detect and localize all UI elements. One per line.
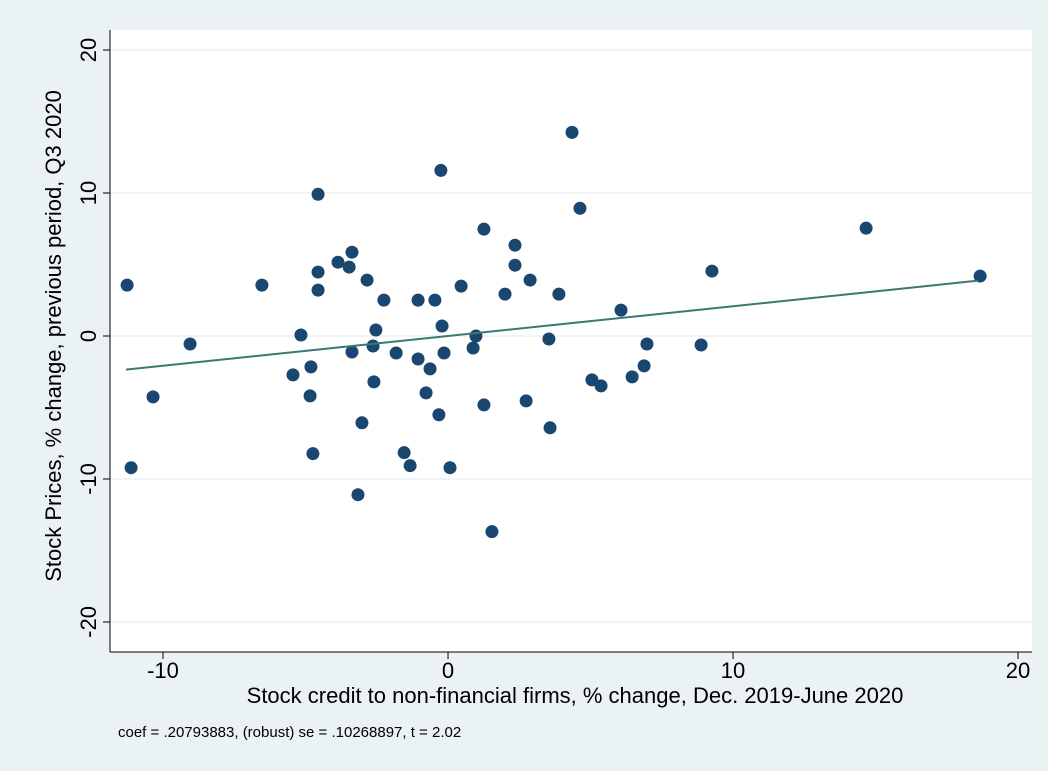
- point: [640, 337, 654, 351]
- point: [543, 421, 557, 435]
- x-tick-label: 20: [1006, 658, 1030, 683]
- point: [351, 488, 365, 502]
- point: [294, 328, 308, 342]
- y-tick-label: 20: [76, 38, 101, 62]
- point: [411, 352, 425, 366]
- point: [311, 283, 325, 297]
- point: [573, 201, 587, 215]
- point: [477, 222, 491, 236]
- point: [183, 337, 197, 351]
- point: [146, 390, 160, 404]
- point: [124, 461, 138, 475]
- y-axis-title: Stock Prices, % change, previous period,…: [41, 90, 66, 582]
- point: [523, 273, 537, 287]
- point: [428, 293, 442, 307]
- point: [423, 362, 437, 376]
- point: [443, 461, 457, 475]
- point: [542, 332, 556, 346]
- x-axis-title: Stock credit to non-financial firms, % c…: [247, 683, 904, 708]
- point: [477, 398, 491, 412]
- point: [454, 279, 468, 293]
- point: [498, 287, 512, 301]
- point: [304, 360, 318, 374]
- point: [432, 408, 446, 422]
- point: [469, 329, 483, 343]
- point: [331, 255, 345, 269]
- point: [403, 459, 417, 473]
- point: [397, 446, 411, 460]
- point: [355, 416, 369, 430]
- x-tick-label: 10: [721, 658, 745, 683]
- y-tick-label: -10: [76, 463, 101, 495]
- point: [973, 269, 987, 283]
- point: [435, 319, 449, 333]
- point: [552, 287, 566, 301]
- point: [565, 125, 579, 139]
- point: [705, 264, 719, 278]
- point: [367, 375, 381, 389]
- point: [306, 447, 320, 461]
- point: [466, 341, 480, 355]
- point: [286, 368, 300, 382]
- x-tick-label: -10: [147, 658, 179, 683]
- point: [625, 370, 639, 384]
- point: [519, 394, 533, 408]
- point: [508, 258, 522, 272]
- point: [369, 323, 383, 337]
- y-tick-label: 10: [76, 181, 101, 205]
- y-tick-label: -20: [76, 606, 101, 638]
- point: [311, 187, 325, 201]
- point: [594, 379, 608, 393]
- point: [859, 221, 873, 235]
- x-tick-label: 0: [442, 658, 454, 683]
- y-tick-label: 0: [76, 330, 101, 342]
- point: [389, 346, 403, 360]
- fit-line: [125, 279, 979, 371]
- point: [120, 278, 134, 292]
- point: [360, 273, 374, 287]
- point: [303, 389, 317, 403]
- point: [377, 293, 391, 307]
- point: [694, 338, 708, 352]
- point: [614, 303, 628, 317]
- point: [311, 265, 325, 279]
- point: [419, 386, 433, 400]
- point: [342, 260, 356, 274]
- point: [508, 238, 522, 252]
- point: [437, 346, 451, 360]
- point: [411, 293, 425, 307]
- note: coef = .20793883, (robust) se = .1026889…: [118, 724, 461, 741]
- point: [345, 345, 359, 359]
- point: [255, 278, 269, 292]
- point: [637, 359, 651, 373]
- point: [345, 245, 359, 259]
- point: [366, 339, 380, 353]
- point: [434, 163, 448, 177]
- plot-area: [110, 30, 1032, 652]
- point: [485, 525, 499, 539]
